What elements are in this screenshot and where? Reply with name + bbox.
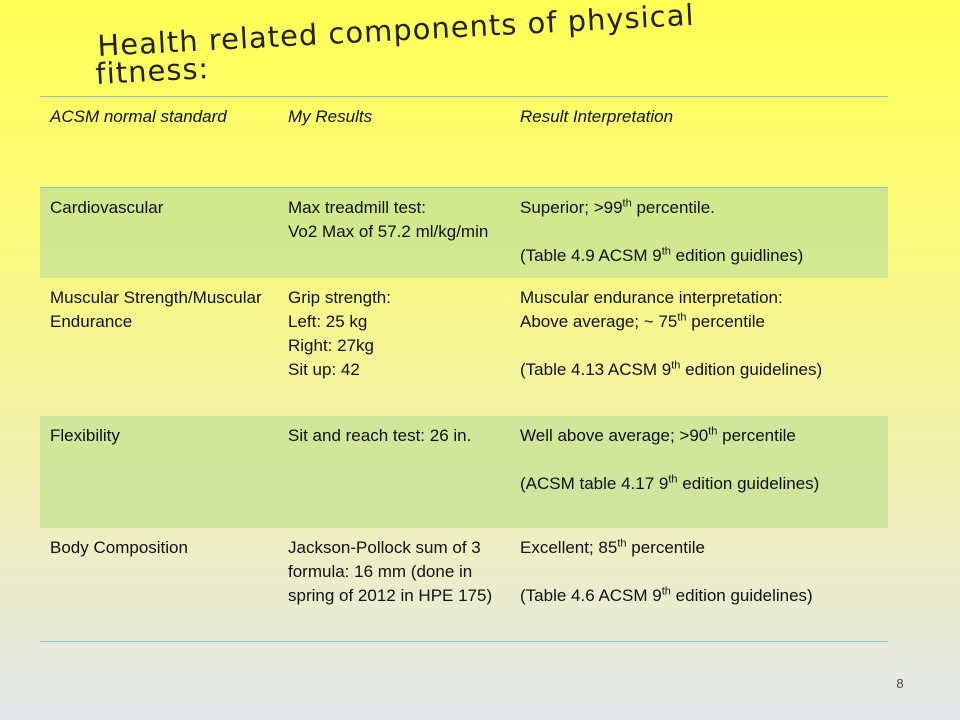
results-cell: Grip strength: Left: 25 kg Right: 27kg S… [278, 278, 510, 416]
results-cell: Sit and reach test: 26 in. [278, 415, 510, 528]
interpretation-heading: Muscular endurance interpretation: [520, 287, 783, 307]
results-cell: Jackson-Pollock sum of 3 formula: 16 mm … [278, 527, 510, 642]
header-my-results: My Results [278, 96, 510, 188]
interpretation-line: Excellent; 85th percentile [520, 536, 705, 557]
page-number: 8 [896, 676, 904, 691]
component-cell: Cardiovascular [40, 187, 278, 278]
fitness-results-table: ACSM normal standard My Results Result I… [40, 96, 888, 642]
results-cell: Max treadmill test: Vo2 Max of 57.2 ml/k… [278, 187, 510, 278]
result-line: Sit up: 42 [288, 359, 360, 379]
interpretation-cell: Excellent; 85th percentile (Table 4.6 AC… [510, 527, 888, 642]
table-row-muscular: Muscular Strength/Muscular Endurance Gri… [40, 278, 888, 416]
component-cell: Muscular Strength/Muscular Endurance [50, 287, 262, 331]
table-row-cardiovascular: Cardiovascular Max treadmill test: Vo2 M… [40, 187, 888, 278]
result-line: Jackson-Pollock sum of 3 formula: 16 mm … [288, 537, 493, 605]
interpretation-line: Well above average; >90th percentile [520, 424, 796, 445]
title-line-2: fitness: [95, 51, 210, 91]
interpretation-line: Superior; >99th percentile. [520, 197, 715, 217]
component-cell: Flexibility [40, 415, 278, 528]
interpretation-reference: (Table 4.6 ACSM 9th edition guidelines) [520, 584, 813, 605]
interpretation-cell: Well above average; >90th percentile (AC… [510, 415, 888, 528]
header-acsm-standard: ACSM normal standard [40, 96, 278, 188]
table-header-row: ACSM normal standard My Results Result I… [40, 96, 888, 188]
interpretation-reference: (Table 4.13 ACSM 9th edition guidelines) [520, 358, 823, 379]
result-line: Sit and reach test: 26 in. [288, 425, 472, 445]
interpretation-cell: Superior; >99th percentile. (Table 4.9 A… [510, 187, 888, 278]
slide-title: Health related components of physical fi… [95, 0, 696, 91]
interpretation-line: Above average; ~ 75th percentile [520, 310, 765, 331]
table-row-flexibility: Flexibility Sit and reach test: 26 in. W… [40, 415, 888, 528]
table-row-body-composition: Body Composition Jackson-Pollock sum of … [40, 527, 888, 642]
interpretation-reference: (Table 4.9 ACSM 9th edition guidlines) [520, 245, 804, 265]
result-line: Max treadmill test: [288, 198, 426, 217]
result-line: Grip strength: [288, 287, 391, 307]
result-line: Left: 25 kg [288, 311, 368, 331]
result-line: Vo2 Max of 57.2 ml/kg/min [288, 222, 489, 241]
result-line: Right: 27kg [288, 335, 374, 355]
component-cell: Body Composition [40, 527, 278, 642]
header-interpretation: Result Interpretation [510, 96, 888, 188]
interpretation-reference: (ACSM table 4.17 9th edition guidelines) [520, 472, 820, 493]
interpretation-cell: Muscular endurance interpretation: Above… [510, 278, 888, 416]
